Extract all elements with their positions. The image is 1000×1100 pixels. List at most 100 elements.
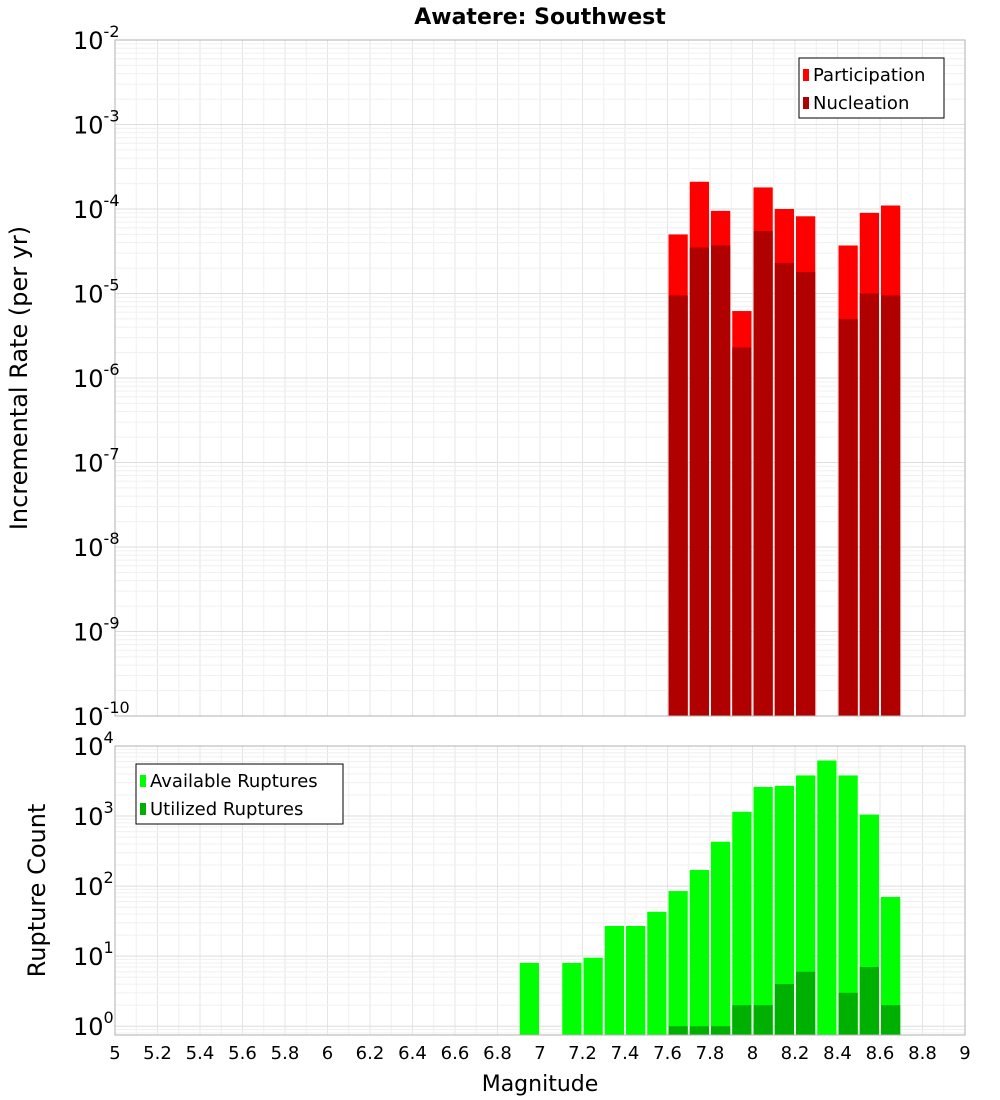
- bar-utilized-ruptures: [668, 1026, 688, 1035]
- y-tick-label: 10-5: [73, 276, 120, 309]
- bar-available-ruptures: [881, 896, 901, 1035]
- bar-utilized-ruptures: [753, 1005, 773, 1035]
- x-tick-label: 5.6: [228, 1043, 257, 1064]
- bar-available-ruptures: [689, 869, 709, 1035]
- y-tick-label: 10-10: [73, 698, 130, 731]
- legend-swatch-participation: [803, 69, 809, 81]
- x-tick-label: 5.2: [143, 1043, 172, 1064]
- bar-utilized-ruptures: [796, 971, 816, 1035]
- y-tick-exponent: 0: [104, 1008, 114, 1027]
- y-tick-base: 10: [73, 534, 104, 562]
- y-tick-exponent: -2: [104, 22, 120, 41]
- bar-utilized-ruptures: [859, 967, 879, 1035]
- y-tick-base: 10: [73, 1013, 104, 1041]
- y-tick-label: 10-7: [73, 445, 120, 478]
- bar-available-ruptures: [817, 760, 837, 1035]
- bar-available-ruptures: [583, 957, 603, 1035]
- bar-available-ruptures: [774, 785, 794, 1035]
- bar-available-ruptures: [838, 775, 858, 1035]
- bars-1: [668, 181, 901, 717]
- bar-utilized-ruptures: [774, 984, 794, 1035]
- y-tick-base: 10: [73, 873, 104, 901]
- legend-label: Nucleation: [813, 93, 909, 114]
- x-tick-label: 5.8: [271, 1043, 300, 1064]
- legend-label: Utilized Ruptures: [150, 799, 303, 820]
- bar-nucleation: [796, 271, 816, 716]
- x-tick-label: 8: [747, 1043, 758, 1064]
- bar-nucleation: [838, 318, 858, 716]
- legend-box: [798, 57, 945, 119]
- bar-available-ruptures: [519, 962, 539, 1035]
- x-axis-label: Magnitude: [482, 1072, 599, 1097]
- y-tick-exponent: -4: [104, 191, 120, 210]
- y-tick-base: 10: [73, 733, 104, 761]
- y-tick-exponent: 2: [104, 868, 114, 887]
- y-tick-exponent: -9: [104, 614, 120, 633]
- legend-swatch-utilized-ruptures: [140, 803, 146, 815]
- x-tick-label: 6.6: [441, 1043, 470, 1064]
- bar-available-ruptures: [626, 925, 646, 1035]
- x-tick-label: 5.4: [186, 1043, 215, 1064]
- bar-nucleation: [774, 262, 794, 716]
- x-tick-label: 7.4: [611, 1043, 640, 1064]
- bar-utilized-ruptures: [881, 1005, 901, 1035]
- bar-nucleation: [732, 347, 752, 716]
- y-tick-exponent: -3: [104, 107, 120, 126]
- y-tick-exponent: -7: [104, 445, 120, 464]
- y-tick-base: 10: [73, 196, 104, 224]
- x-tick-label: 6: [322, 1043, 333, 1064]
- y-tick-base: 10: [73, 365, 104, 393]
- y-tick-label: 10-4: [73, 191, 120, 224]
- legend-swatch-available-ruptures: [140, 775, 146, 787]
- y-tick-base: 10: [73, 619, 104, 647]
- y-tick-exponent: -8: [104, 529, 120, 548]
- x-tick-label: 7.6: [653, 1043, 682, 1064]
- x-tick-label: 6.4: [398, 1043, 427, 1064]
- legend-box: [135, 763, 344, 825]
- bar-utilized-ruptures: [689, 1026, 709, 1035]
- y-tick-label: 100: [73, 1008, 114, 1041]
- bar-available-ruptures: [647, 911, 667, 1035]
- y-tick-label: 10-2: [73, 22, 120, 55]
- gridlines-1: [114, 39, 966, 717]
- x-tick-label: 7.2: [568, 1043, 597, 1064]
- y-tick-exponent: -10: [104, 698, 130, 717]
- y-tick-label: 10-8: [73, 529, 120, 562]
- bar-nucleation: [881, 295, 901, 716]
- bar-utilized-ruptures: [838, 992, 858, 1035]
- y-tick-exponent: -6: [104, 360, 120, 379]
- y-tick-base: 10: [73, 803, 104, 831]
- y-tick-exponent: 3: [104, 798, 114, 817]
- bar-nucleation: [689, 247, 709, 716]
- bar-nucleation: [753, 230, 773, 717]
- x-tick-label: 6.8: [483, 1043, 512, 1064]
- legend-2: Available Ruptures Utilized Ruptures: [135, 763, 344, 825]
- plot-frame-2: [114, 745, 966, 1036]
- x-tick-label: 8.8: [908, 1043, 937, 1064]
- bar-nucleation: [668, 295, 688, 716]
- x-tick-label: 7: [534, 1043, 545, 1064]
- bar-nucleation: [859, 293, 879, 716]
- y-axis-label: Incremental Rate (per yr): [5, 226, 33, 530]
- bar-utilized-ruptures: [711, 1026, 731, 1035]
- y-tick-label: 102: [73, 868, 114, 901]
- bar-available-ruptures: [711, 841, 731, 1035]
- y-tick-label: 10-3: [73, 107, 120, 140]
- y-tick-base: 10: [73, 450, 104, 478]
- bar-available-ruptures: [732, 811, 752, 1035]
- y-tick-base: 10: [73, 27, 104, 55]
- y-tick-exponent: -5: [104, 276, 120, 295]
- bars-2: [519, 760, 901, 1035]
- chart-title: Awatere: Southwest: [414, 5, 666, 30]
- y-tick-label: 101: [73, 938, 114, 971]
- bar-available-ruptures: [562, 962, 582, 1035]
- bar-available-ruptures: [604, 925, 624, 1035]
- y-tick-label: 10-6: [73, 360, 120, 393]
- legend-swatch-nucleation: [803, 97, 809, 109]
- bar-utilized-ruptures: [732, 1005, 752, 1035]
- y-tick-exponent: 4: [104, 728, 114, 747]
- x-tick-label: 7.8: [696, 1043, 725, 1064]
- x-tick-label: 8.6: [866, 1043, 895, 1064]
- x-tick-label: 8.4: [823, 1043, 852, 1064]
